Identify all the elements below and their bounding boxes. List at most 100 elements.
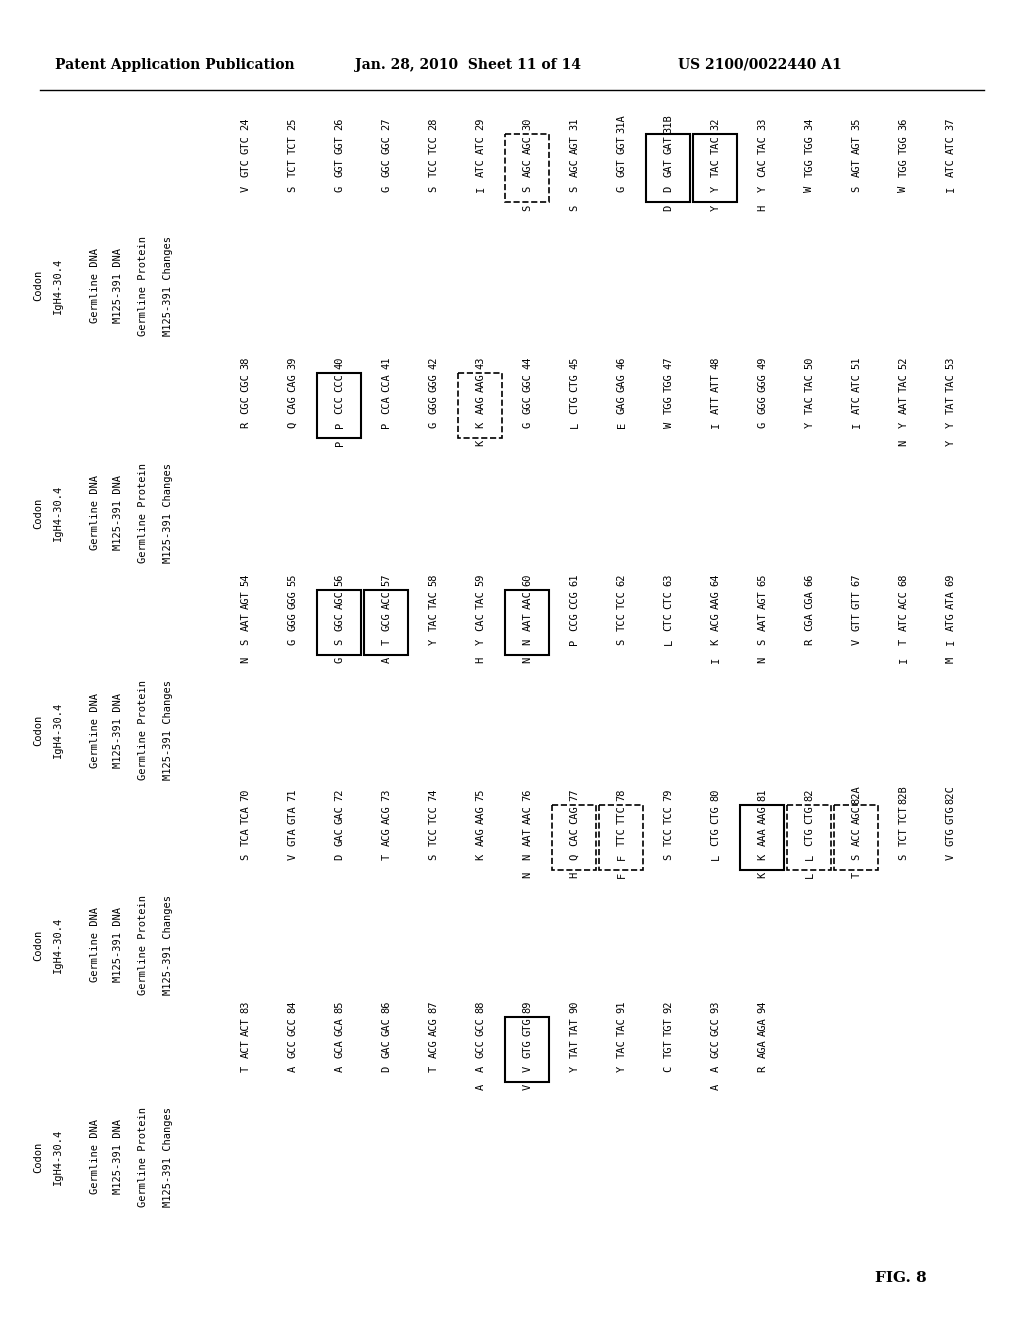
Text: 28: 28 xyxy=(428,117,438,129)
Text: S: S xyxy=(241,854,251,861)
Text: 75: 75 xyxy=(475,789,485,801)
Bar xyxy=(317,374,361,438)
Text: GGG: GGG xyxy=(758,374,768,392)
Text: N: N xyxy=(241,657,251,663)
Text: CAG: CAG xyxy=(288,374,298,392)
Text: GGG: GGG xyxy=(288,612,298,631)
Text: M125-391 Changes: M125-391 Changes xyxy=(163,1107,173,1206)
Text: GGT: GGT xyxy=(335,135,344,154)
Text: CCA: CCA xyxy=(382,374,391,392)
Text: ATA: ATA xyxy=(945,590,955,610)
Text: CCG: CCG xyxy=(569,612,580,631)
Text: TCT: TCT xyxy=(288,158,298,177)
Text: 55: 55 xyxy=(288,574,298,586)
Text: V: V xyxy=(288,854,298,861)
Text: I: I xyxy=(898,657,908,663)
Text: 29: 29 xyxy=(475,117,485,129)
Text: TCC: TCC xyxy=(428,135,438,154)
Text: 51: 51 xyxy=(852,356,861,370)
Text: 82: 82 xyxy=(805,789,814,801)
Text: ATC: ATC xyxy=(475,135,485,154)
Bar xyxy=(552,805,596,870)
Bar xyxy=(364,590,408,655)
Text: CTG: CTG xyxy=(711,805,721,825)
Text: S: S xyxy=(569,205,580,211)
Text: 86: 86 xyxy=(382,1001,391,1014)
Text: ATC: ATC xyxy=(945,158,955,177)
Text: TGT: TGT xyxy=(664,1040,674,1059)
Text: S: S xyxy=(522,186,532,191)
Text: G: G xyxy=(335,657,344,663)
Text: TAT: TAT xyxy=(569,1040,580,1059)
Text: TGG: TGG xyxy=(805,158,814,177)
Text: 88: 88 xyxy=(475,1001,485,1014)
Text: TGG: TGG xyxy=(898,158,908,177)
Text: 92: 92 xyxy=(664,1001,674,1014)
Text: 38: 38 xyxy=(241,356,251,370)
Text: TAC: TAC xyxy=(945,374,955,392)
Text: P: P xyxy=(335,440,344,446)
Text: S: S xyxy=(616,639,627,645)
Text: GCG: GCG xyxy=(382,612,391,631)
Text: M125-391 DNA: M125-391 DNA xyxy=(113,248,123,323)
Text: Germline Protein: Germline Protein xyxy=(138,895,148,995)
Text: GCC: GCC xyxy=(288,1040,298,1059)
Text: TAC: TAC xyxy=(711,158,721,177)
Text: W: W xyxy=(898,186,908,191)
Text: AGT: AGT xyxy=(569,135,580,154)
Text: 69: 69 xyxy=(945,574,955,586)
Text: 40: 40 xyxy=(335,356,344,370)
Text: CGC: CGC xyxy=(241,374,251,392)
Text: 79: 79 xyxy=(664,789,674,801)
Text: Germline Protein: Germline Protein xyxy=(138,235,148,335)
Text: A: A xyxy=(382,657,391,663)
Text: Y: Y xyxy=(711,186,721,191)
Text: GCA: GCA xyxy=(335,1040,344,1059)
Text: TGG: TGG xyxy=(898,135,908,154)
Bar xyxy=(646,135,690,202)
Text: K: K xyxy=(475,422,485,428)
Text: AGA: AGA xyxy=(758,1018,768,1036)
Text: AGT: AGT xyxy=(852,135,861,154)
Text: CGC: CGC xyxy=(241,396,251,414)
Text: G: G xyxy=(428,422,438,428)
Text: Y: Y xyxy=(898,422,908,428)
Text: 62: 62 xyxy=(616,574,627,586)
Text: AAT: AAT xyxy=(758,612,768,631)
Text: ATC: ATC xyxy=(852,374,861,392)
Text: AAT: AAT xyxy=(898,396,908,414)
Text: R: R xyxy=(805,639,814,645)
Text: 32: 32 xyxy=(711,117,721,129)
Text: IgH4-30.4: IgH4-30.4 xyxy=(53,1129,63,1185)
Text: FIG. 8: FIG. 8 xyxy=(874,1271,927,1284)
Text: TTC: TTC xyxy=(616,805,627,825)
Text: I: I xyxy=(852,422,861,428)
Text: 87: 87 xyxy=(428,1001,438,1014)
Text: IgH4-30.4: IgH4-30.4 xyxy=(53,484,63,541)
Text: AGC: AGC xyxy=(335,590,344,610)
Text: I: I xyxy=(475,186,485,191)
Text: 31: 31 xyxy=(569,117,580,129)
Text: TCC: TCC xyxy=(664,828,674,846)
Text: G: G xyxy=(288,639,298,645)
Text: N: N xyxy=(522,657,532,663)
Text: D: D xyxy=(382,1065,391,1072)
Text: AAT: AAT xyxy=(522,612,532,631)
Text: S: S xyxy=(241,639,251,645)
Text: S: S xyxy=(428,854,438,861)
Text: Germline DNA: Germline DNA xyxy=(90,1119,100,1195)
Text: N: N xyxy=(758,657,768,663)
Text: ACC: ACC xyxy=(382,590,391,610)
Text: L: L xyxy=(805,854,814,861)
Text: ACG: ACG xyxy=(382,828,391,846)
Text: 76: 76 xyxy=(522,789,532,801)
Bar xyxy=(505,1016,549,1082)
Text: 25: 25 xyxy=(288,117,298,129)
Text: ATC: ATC xyxy=(945,135,955,154)
Text: Germline Protein: Germline Protein xyxy=(138,680,148,780)
Text: V: V xyxy=(241,186,251,191)
Text: Codon: Codon xyxy=(33,714,43,746)
Text: GCC: GCC xyxy=(711,1018,721,1036)
Text: CTG: CTG xyxy=(805,828,814,846)
Text: AAC: AAC xyxy=(522,590,532,610)
